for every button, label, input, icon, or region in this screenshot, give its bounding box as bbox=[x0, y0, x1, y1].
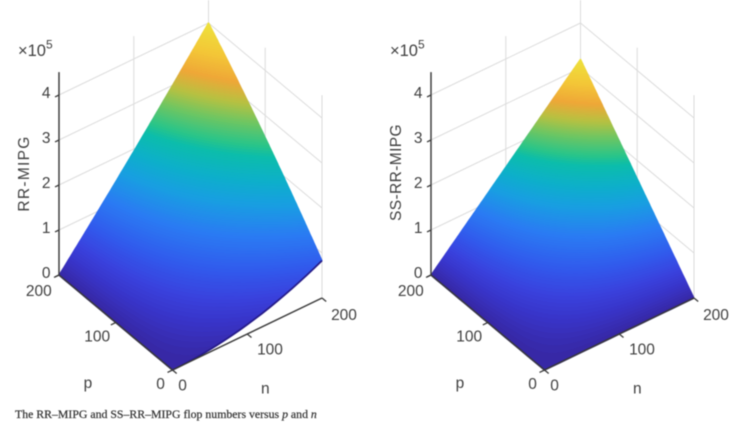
svg-text:100: 100 bbox=[257, 341, 283, 358]
svg-text:100: 100 bbox=[456, 329, 482, 346]
svg-text:100: 100 bbox=[629, 341, 655, 358]
svg-text:0: 0 bbox=[550, 377, 559, 394]
svg-text:0: 0 bbox=[156, 376, 165, 393]
svg-text:0: 0 bbox=[42, 265, 51, 282]
svg-text:2: 2 bbox=[42, 175, 51, 192]
svg-text:0: 0 bbox=[178, 377, 187, 394]
svg-text:×105: ×105 bbox=[18, 38, 53, 61]
svg-text:p: p bbox=[84, 375, 93, 392]
svg-text:200: 200 bbox=[26, 283, 52, 300]
svg-text:The RR–MIPG and SS–RR–MIPG flo: The RR–MIPG and SS–RR–MIPG flop numbers … bbox=[15, 407, 317, 421]
svg-text:n: n bbox=[261, 380, 270, 397]
svg-text:100: 100 bbox=[84, 329, 110, 346]
svg-text:1: 1 bbox=[42, 220, 51, 237]
svg-text:200: 200 bbox=[398, 283, 424, 300]
svg-text:200: 200 bbox=[331, 307, 357, 324]
svg-text:p: p bbox=[456, 375, 465, 392]
svg-text:RR-MIPG: RR-MIPG bbox=[16, 135, 33, 211]
svg-text:4: 4 bbox=[42, 85, 51, 102]
svg-text:3: 3 bbox=[42, 130, 51, 147]
svg-text:2: 2 bbox=[414, 175, 423, 192]
svg-text:n: n bbox=[633, 380, 642, 397]
svg-text:×105: ×105 bbox=[390, 38, 425, 61]
svg-text:200: 200 bbox=[703, 307, 729, 324]
svg-text:0: 0 bbox=[528, 376, 537, 393]
svg-text:SS-RR-MIPG: SS-RR-MIPG bbox=[388, 124, 405, 221]
svg-text:0: 0 bbox=[414, 265, 423, 282]
svg-text:3: 3 bbox=[414, 130, 423, 147]
svg-text:4: 4 bbox=[414, 85, 423, 102]
svg-text:1: 1 bbox=[414, 220, 423, 237]
